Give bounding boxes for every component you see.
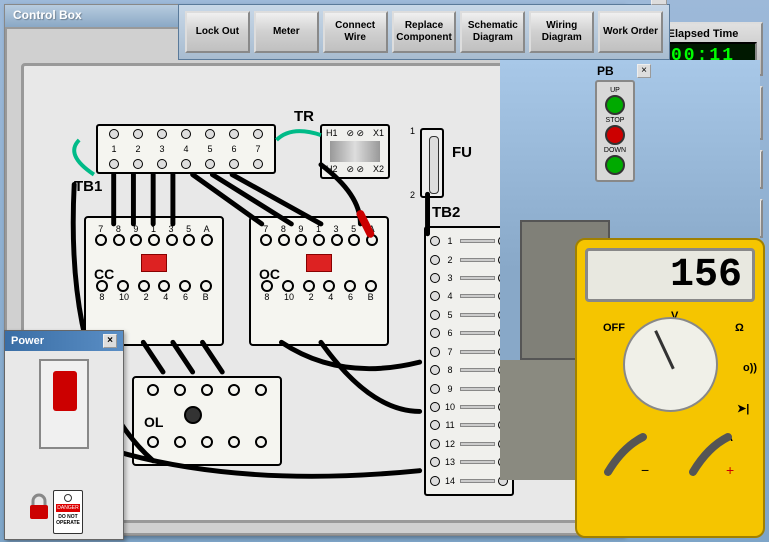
tb2-terminal-row[interactable]: 4 [428,287,510,305]
tb2-terminal-row[interactable]: 10 [428,398,510,416]
meter-dial[interactable] [623,317,718,412]
power-title: Power [11,335,44,347]
tb2-terminal-row[interactable]: 9 [428,379,510,397]
meter-button[interactable]: Meter [254,11,319,53]
contactor-oc[interactable]: 789135A OC 810246B [249,216,389,346]
toolbar-close-button[interactable]: × [651,0,667,5]
work-order-button[interactable]: Work Order [598,11,663,53]
tb2-terminal-row[interactable]: 2 [428,250,510,268]
schematic-diagram-button[interactable]: Schematic Diagram [460,11,525,53]
tb2-terminal-row[interactable]: 7 [428,343,510,361]
wiring-diagram-button[interactable]: Wiring Diagram [529,11,594,53]
lockout-tag[interactable]: DANGER DO NOT OPERATE [53,490,83,534]
pb-up-button[interactable] [605,95,625,115]
tb1-label: TB1 [74,178,102,195]
tb2-terminal-row[interactable]: 1 [428,232,510,250]
power-title-bar[interactable]: Power × [5,331,123,351]
tb2-terminal-row[interactable]: 3 [428,269,510,287]
power-window: Power × DANGER DO NOT OPERATE [4,330,124,540]
fu-label: FU [452,144,472,161]
power-body: DANGER DO NOT OPERATE [5,351,123,539]
tb2-terminal-row[interactable]: 6 [428,324,510,342]
tb2-terminal-row[interactable]: 14 [428,471,510,489]
probe-negative[interactable]: − [603,427,653,477]
lockout-button[interactable]: Lock Out [185,11,250,53]
overload-relay-ol[interactable]: OL [132,376,282,466]
transformer-tr[interactable]: H1⊘ ⊘X1 H2⊘ ⊘X2 [320,124,390,179]
pb-label: PB [597,64,614,78]
probe-positive[interactable]: + [688,427,738,477]
meter-probes: − + [585,427,755,477]
pushbutton-station[interactable]: PB × UP STOP DOWN [595,80,635,182]
tb2-label: TB2 [432,204,460,221]
pb-close-button[interactable]: × [637,64,651,78]
window-title: Control Box [13,8,82,22]
svg-text:−: − [641,462,649,477]
lockout-padlock[interactable] [25,493,53,524]
tb2-terminal-row[interactable]: 8 [428,361,510,379]
replace-component-button[interactable]: Replace Component [392,11,457,53]
tb2-terminal-row[interactable]: 12 [428,435,510,453]
tb2-terminal-row[interactable]: 5 [428,306,510,324]
toolbar: × Lock Out Meter Connect Wire Replace Co… [178,4,670,60]
tr-label: TR [294,108,314,125]
pb-stop-button[interactable] [605,125,625,145]
multimeter[interactable]: 156 OFF V Ω o)) ➤| A − + [575,238,765,538]
fuse-fu[interactable] [420,128,444,198]
dial-pointer-icon [654,330,674,369]
svg-text:+: + [726,462,734,477]
contactor-cc[interactable]: 789135A CC 810246B [84,216,224,346]
terminal-block-tb1[interactable]: 1234567 [96,124,276,174]
tb2-terminal-row[interactable]: 11 [428,416,510,434]
breaker-switch[interactable] [39,359,89,449]
meter-display: 156 [585,248,755,302]
power-close-button[interactable]: × [103,334,117,348]
breaker-handle[interactable] [53,371,77,411]
connect-wire-button[interactable]: Connect Wire [323,11,388,53]
pb-down-button[interactable] [605,155,625,175]
tb2-terminal-row[interactable]: 13 [428,453,510,471]
